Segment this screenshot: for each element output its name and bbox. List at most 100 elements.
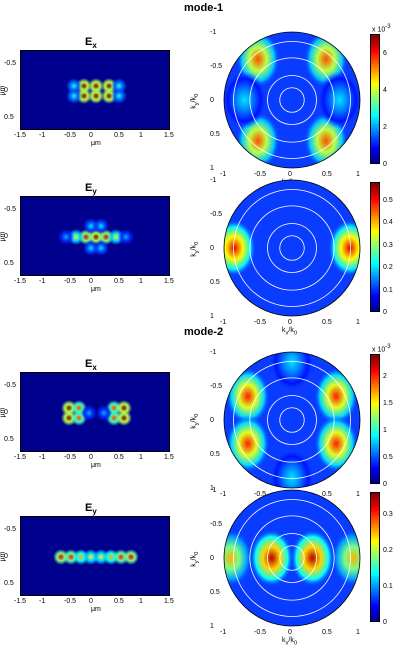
field-x-label: μm (91, 462, 101, 469)
colorbar-tick: 0.5 (383, 196, 393, 204)
field-y-tick: 0 (4, 233, 8, 240)
fourier-lobe (249, 529, 294, 587)
fourier-lobe (314, 415, 358, 473)
fourier-x-tick: 0 (288, 629, 292, 636)
fourier-plot (223, 351, 361, 489)
field-plot (20, 50, 170, 130)
na-ring (249, 377, 335, 463)
fourier-border (223, 179, 361, 317)
field-x-tick: 0 (89, 132, 93, 139)
fourier-x-label: kx/k0 (282, 637, 297, 647)
colorbar-tick: 0 (383, 481, 387, 488)
fourier-x-tick: 1 (356, 629, 360, 636)
colorbar-tick: 0.3 (383, 510, 393, 518)
na-ring (267, 75, 317, 125)
field-x-tick: 1 (139, 598, 143, 605)
field-spot (65, 88, 82, 105)
fourier-border (223, 351, 361, 489)
field-spot (93, 218, 109, 235)
field-panel-title: Ey (85, 182, 97, 196)
field-x-tick: 1.5 (164, 598, 174, 605)
na-ring (279, 235, 305, 261)
fourier-x-tick: 0 (288, 319, 292, 326)
fourier-lobe (226, 415, 270, 473)
mode-1-title: mode-1 (184, 2, 224, 14)
fourier-y-tick: -0.5 (210, 211, 223, 218)
field-x-label: μm (91, 286, 101, 293)
field-x-tick: 0.5 (114, 278, 124, 285)
field-x-tick: -0.5 (64, 598, 77, 605)
mode-2-title: mode-2 (184, 326, 224, 338)
exp-power: -3 (385, 24, 391, 30)
field-y-tick: 0 (4, 553, 8, 560)
field-panel-title: Ex (85, 358, 97, 372)
fourier-y-tick: 0 (210, 97, 214, 104)
fourier-y-label: ky/k0 (190, 414, 200, 429)
na-ring (279, 87, 305, 113)
colorbar-tick: 6 (383, 49, 387, 57)
exp-base: x 10 (372, 346, 386, 354)
na-ring (249, 205, 335, 291)
field-title-text: Ex (85, 36, 97, 51)
fourier-disk (224, 180, 360, 316)
colorbar-tick: 0.5 (383, 453, 393, 461)
field-x-tick: 0 (89, 454, 93, 461)
colorbar-tick: 0.2 (383, 546, 393, 554)
field-y-tick: 0.5 (4, 435, 14, 443)
fourier-y-tick: 1 (210, 623, 214, 630)
fourier-plot (223, 489, 361, 627)
colorbar-tick: 0 (383, 309, 387, 316)
field-x-tick: 0 (89, 278, 93, 285)
field-x-tick: 1.5 (164, 454, 174, 461)
field-x-tick: -0.5 (64, 278, 77, 285)
colorbar-exponent: x 10-3 (372, 24, 391, 33)
fourier-y-label: ky/k0 (190, 552, 200, 567)
fourier-y-tick: 1 (210, 165, 214, 172)
fourier-lobe (224, 71, 267, 129)
fourier-plot (223, 31, 361, 169)
fourier-x-tick: 0.5 (322, 629, 332, 636)
field-x-tick: -1.5 (14, 132, 27, 139)
colorbar-tick: 0 (383, 619, 387, 626)
na-ring (267, 223, 317, 273)
fourier-x-tick: -0.5 (254, 319, 267, 326)
field-x-tick: -0.5 (64, 454, 77, 461)
colorbar (370, 354, 380, 484)
ky-part: ky (190, 250, 200, 257)
na-ring (233, 189, 351, 307)
fourier-y-tick: 0.5 (210, 279, 220, 286)
fourier-y-label: ky/k0 (190, 242, 200, 257)
fourier-y-tick: -1 (210, 29, 217, 36)
fourier-lobe (317, 71, 360, 129)
fourier-x-tick: 1 (356, 171, 360, 178)
fourier-y-tick: 1 (210, 313, 214, 320)
fourier-x-tick: -0.5 (254, 171, 267, 178)
na-ring (267, 395, 317, 445)
na-ring (233, 41, 351, 159)
field-spot (80, 405, 97, 421)
field-x-tick: -1.5 (14, 278, 27, 285)
fourier-y-tick: -1 (210, 487, 217, 494)
fourier-x-tick: -1 (220, 319, 227, 326)
field-spot (58, 229, 74, 245)
field-x-tick: -1 (39, 278, 46, 285)
na-ring (267, 533, 317, 583)
fourier-x-tick: -0.5 (254, 491, 267, 498)
fourier-y-tick: -0.5 (210, 383, 223, 390)
field-x-tick: 0.5 (114, 132, 124, 139)
field-title-text: Ey (85, 182, 97, 197)
fourier-lobe (224, 529, 253, 587)
kx-part: kx (282, 327, 289, 337)
field-y-label: μm (0, 407, 7, 418)
field-plot (20, 516, 170, 596)
field-y-tick: -0.5 (4, 60, 17, 68)
fourier-lobe (290, 529, 335, 587)
exp-power: -3 (385, 344, 391, 350)
fourier-x-tick: 0.5 (322, 171, 332, 178)
k0-part: /k0 (190, 241, 200, 251)
colorbar (370, 492, 380, 622)
fourier-y-tick: -0.5 (210, 521, 223, 528)
ky-part: ky (190, 422, 200, 429)
fourier-border (223, 489, 361, 627)
fourier-x-tick: -1 (220, 629, 227, 636)
